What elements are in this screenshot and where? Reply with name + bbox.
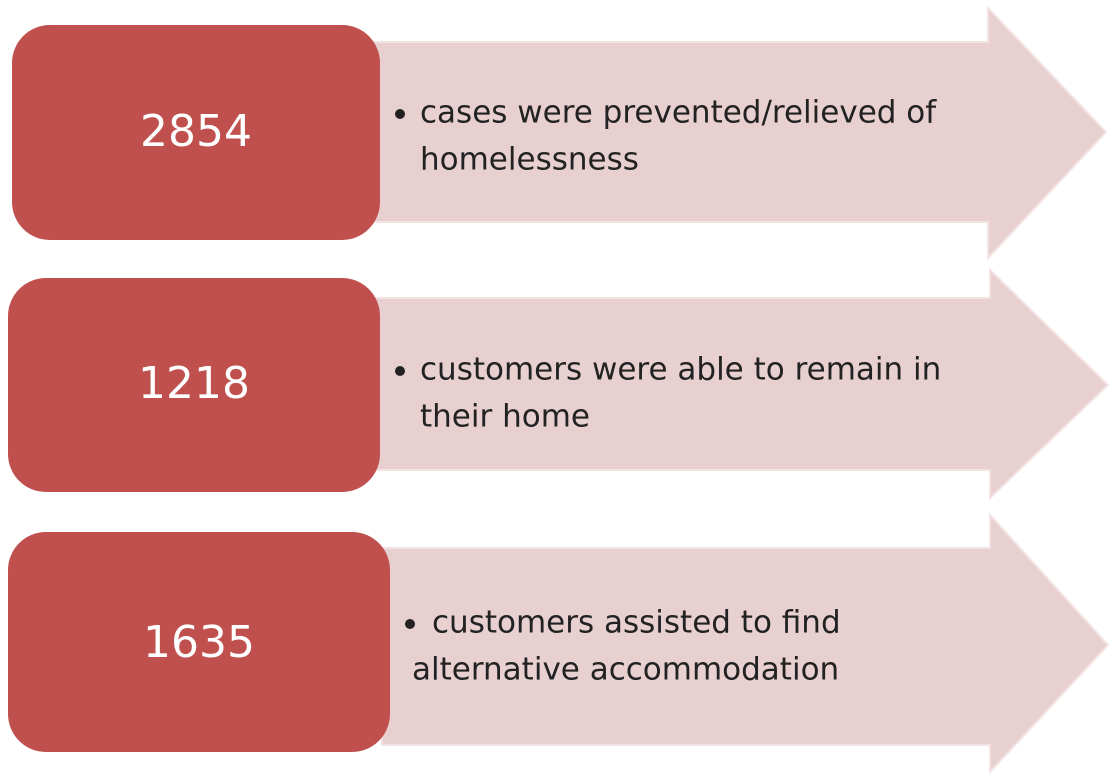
text-line: customers were able to remain in [420,352,941,388]
text-line: homelessness [420,142,639,178]
arrow [381,512,1110,773]
text-line: cases were prevented/relieved of [420,95,937,131]
number-box [8,278,380,492]
bullet [405,619,415,629]
number: 1218 [138,358,250,409]
text-line: their home [420,399,590,435]
arrow [371,267,1110,501]
number: 2854 [140,106,252,157]
row: 2854 cases were prevented/relieved of ho… [12,5,1108,261]
number-box [8,532,390,752]
arrow [371,5,1108,261]
text-line: alternative accommodation [412,652,839,688]
row: 1635 customers assisted to find alternat… [8,512,1110,773]
number-box [12,25,380,240]
text-line: customers assisted to find [432,605,841,641]
row: 1218 customers were able to remain in th… [8,267,1110,501]
bullet [395,366,405,376]
bullet [395,109,405,119]
number: 1635 [143,617,255,668]
